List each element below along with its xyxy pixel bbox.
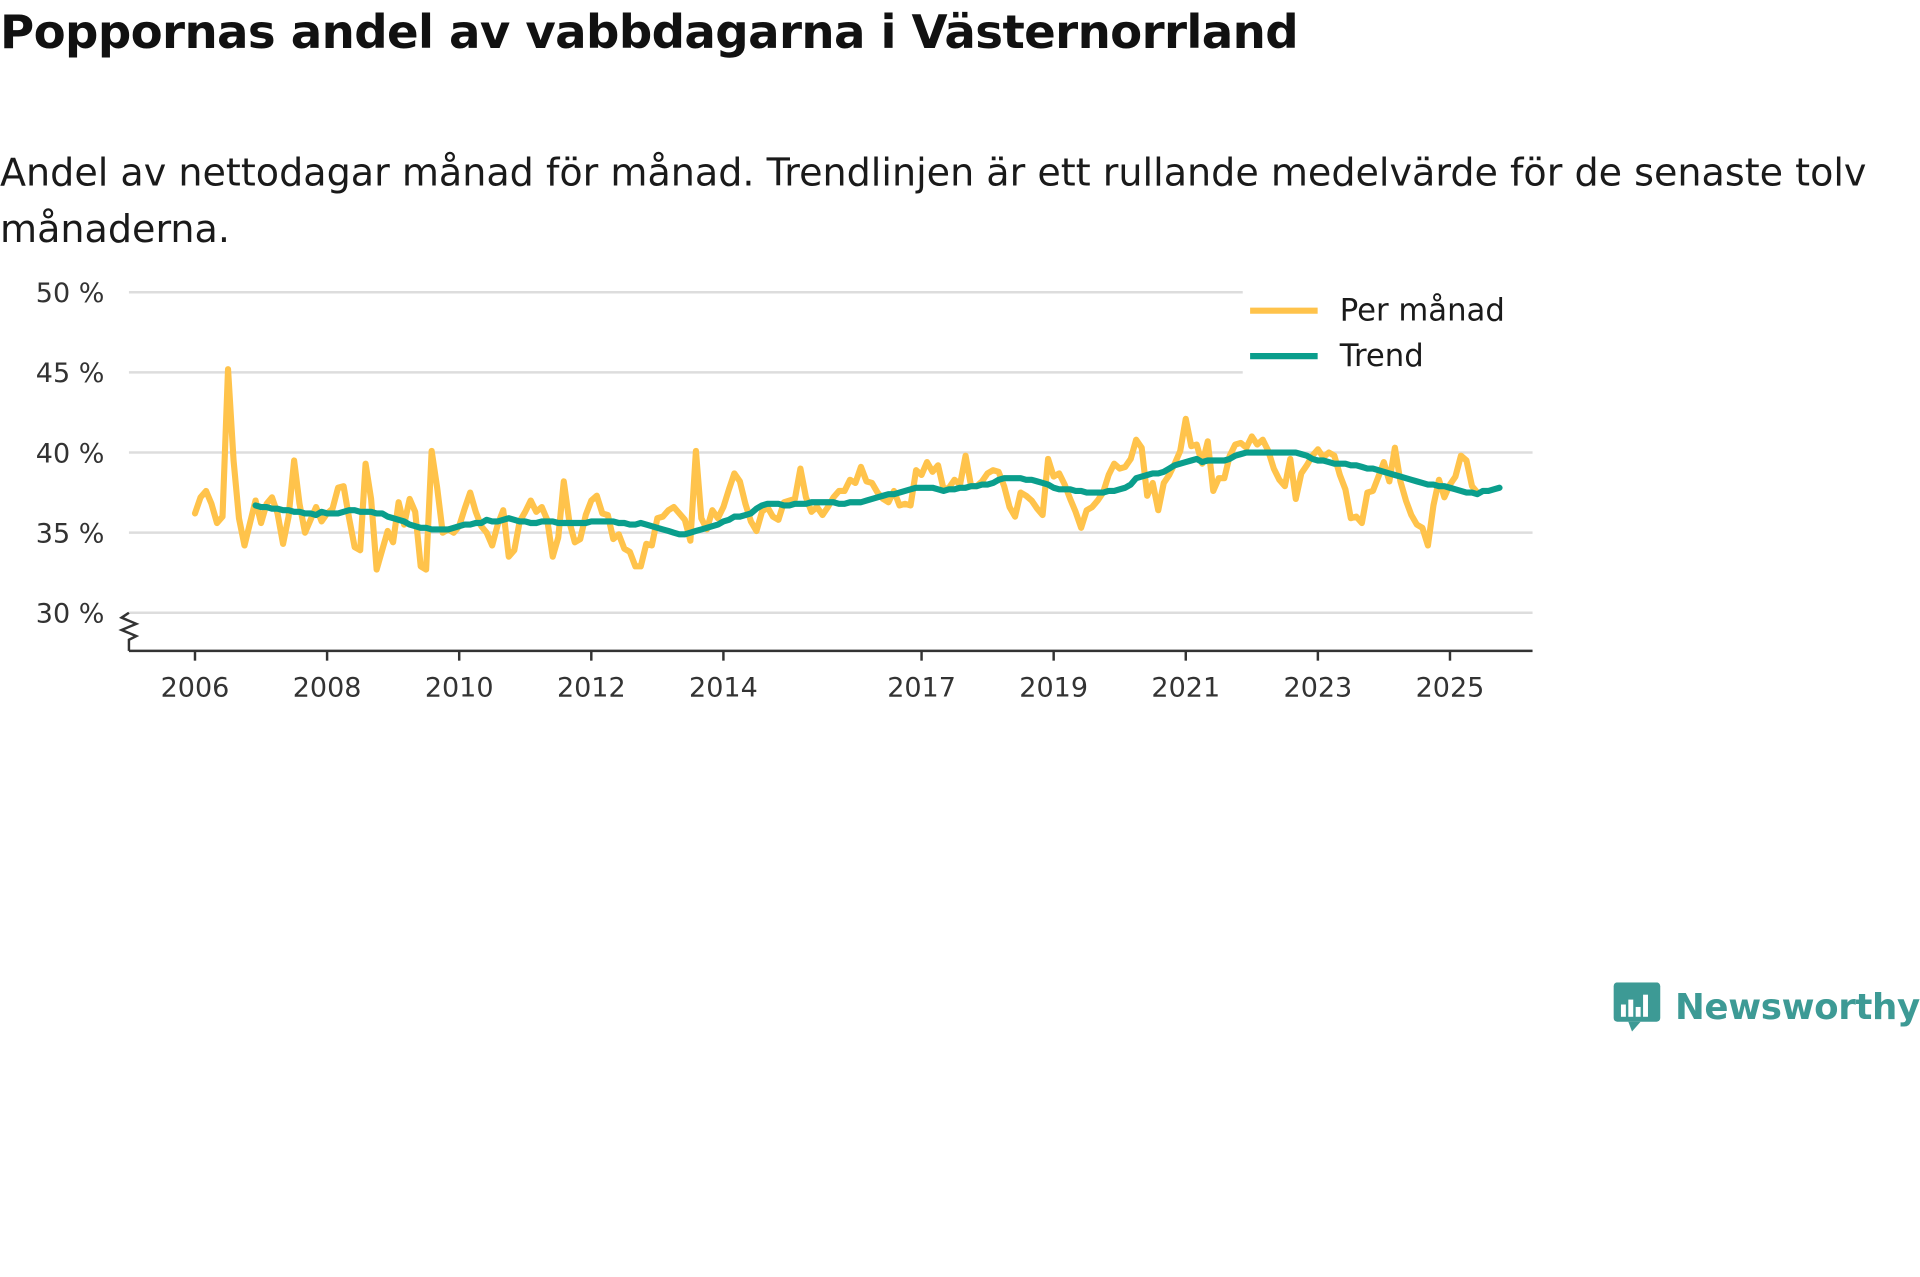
- chart-title: Poppornas andel av vabbdagarna i Västern…: [0, 4, 1299, 59]
- brand-name: Newsworthy: [1674, 986, 1920, 1028]
- x-tick-label: 2017: [887, 672, 956, 703]
- chart-subtitle: Andel av nettodagar månad för månad. Tre…: [0, 151, 1867, 252]
- y-tick-label: 35 %: [36, 518, 105, 549]
- y-tick-label: 45 %: [36, 358, 105, 389]
- series-line-per-manad: [191, 366, 1481, 573]
- y-tick-label: 40 %: [36, 438, 105, 469]
- y-tick-label: 30 %: [36, 599, 105, 630]
- legend-label-trend: Trend: [1339, 339, 1424, 374]
- x-tick-label: 2025: [1416, 672, 1485, 703]
- brand: Newsworthy: [1613, 982, 1920, 1032]
- x-tick-label: 2023: [1284, 672, 1353, 703]
- legend-background: [1242, 289, 1558, 381]
- legend-label-monthly: Per månad: [1340, 294, 1505, 329]
- x-tick-label: 2021: [1151, 672, 1220, 703]
- x-tick-label: 2014: [689, 672, 758, 703]
- y-axis-break-icon: [118, 611, 140, 651]
- x-tick-label: 2012: [557, 672, 626, 703]
- x-tick-label: 2006: [161, 672, 230, 703]
- series-line-trend: [252, 449, 1503, 538]
- axis-layer: 30 % 35 % 40 % 45 % 50 % 2006 2008 2010 2012 2014…: [36, 278, 1533, 703]
- x-tick-label: 2008: [293, 672, 362, 703]
- y-tick-label: 50 %: [36, 278, 105, 309]
- x-tick-label: 2019: [1019, 672, 1088, 703]
- x-tick-label: 2010: [425, 672, 494, 703]
- newsworthy-logo-icon: [1613, 982, 1661, 1032]
- line-chart: 30 % 35 % 40 % 45 % 50 % 2006 2008 2010 2012 2014…: [35, 278, 1558, 704]
- series-layer: [191, 366, 1503, 573]
- legend: Per månad Trend: [1242, 289, 1558, 381]
